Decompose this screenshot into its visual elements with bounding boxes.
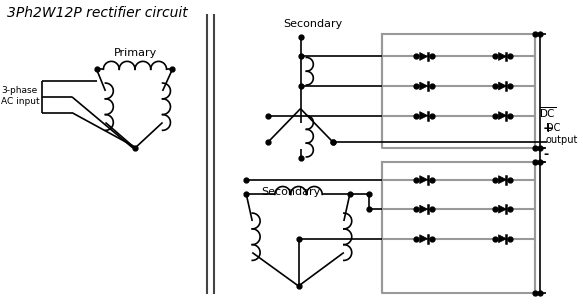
Polygon shape bbox=[420, 235, 427, 243]
Text: Primary: Primary bbox=[114, 49, 157, 58]
Text: +: + bbox=[543, 122, 553, 135]
Polygon shape bbox=[498, 235, 507, 243]
Polygon shape bbox=[498, 82, 507, 90]
Polygon shape bbox=[420, 112, 427, 119]
Polygon shape bbox=[420, 205, 427, 213]
Text: Secondary: Secondary bbox=[261, 187, 320, 196]
Text: -: - bbox=[543, 149, 548, 161]
Text: Secondary: Secondary bbox=[284, 19, 343, 29]
Polygon shape bbox=[420, 176, 427, 184]
Text: DC
output: DC output bbox=[546, 123, 578, 146]
Polygon shape bbox=[420, 82, 427, 90]
Polygon shape bbox=[498, 52, 507, 60]
Text: 3-phase
AC input: 3-phase AC input bbox=[1, 86, 40, 106]
Text: 3Ph2W12P rectifier circuit: 3Ph2W12P rectifier circuit bbox=[7, 6, 188, 20]
Text: $\overline{\rm DC}$: $\overline{\rm DC}$ bbox=[539, 106, 556, 120]
Polygon shape bbox=[498, 112, 507, 119]
Polygon shape bbox=[498, 205, 507, 213]
Polygon shape bbox=[420, 52, 427, 60]
Polygon shape bbox=[498, 176, 507, 184]
